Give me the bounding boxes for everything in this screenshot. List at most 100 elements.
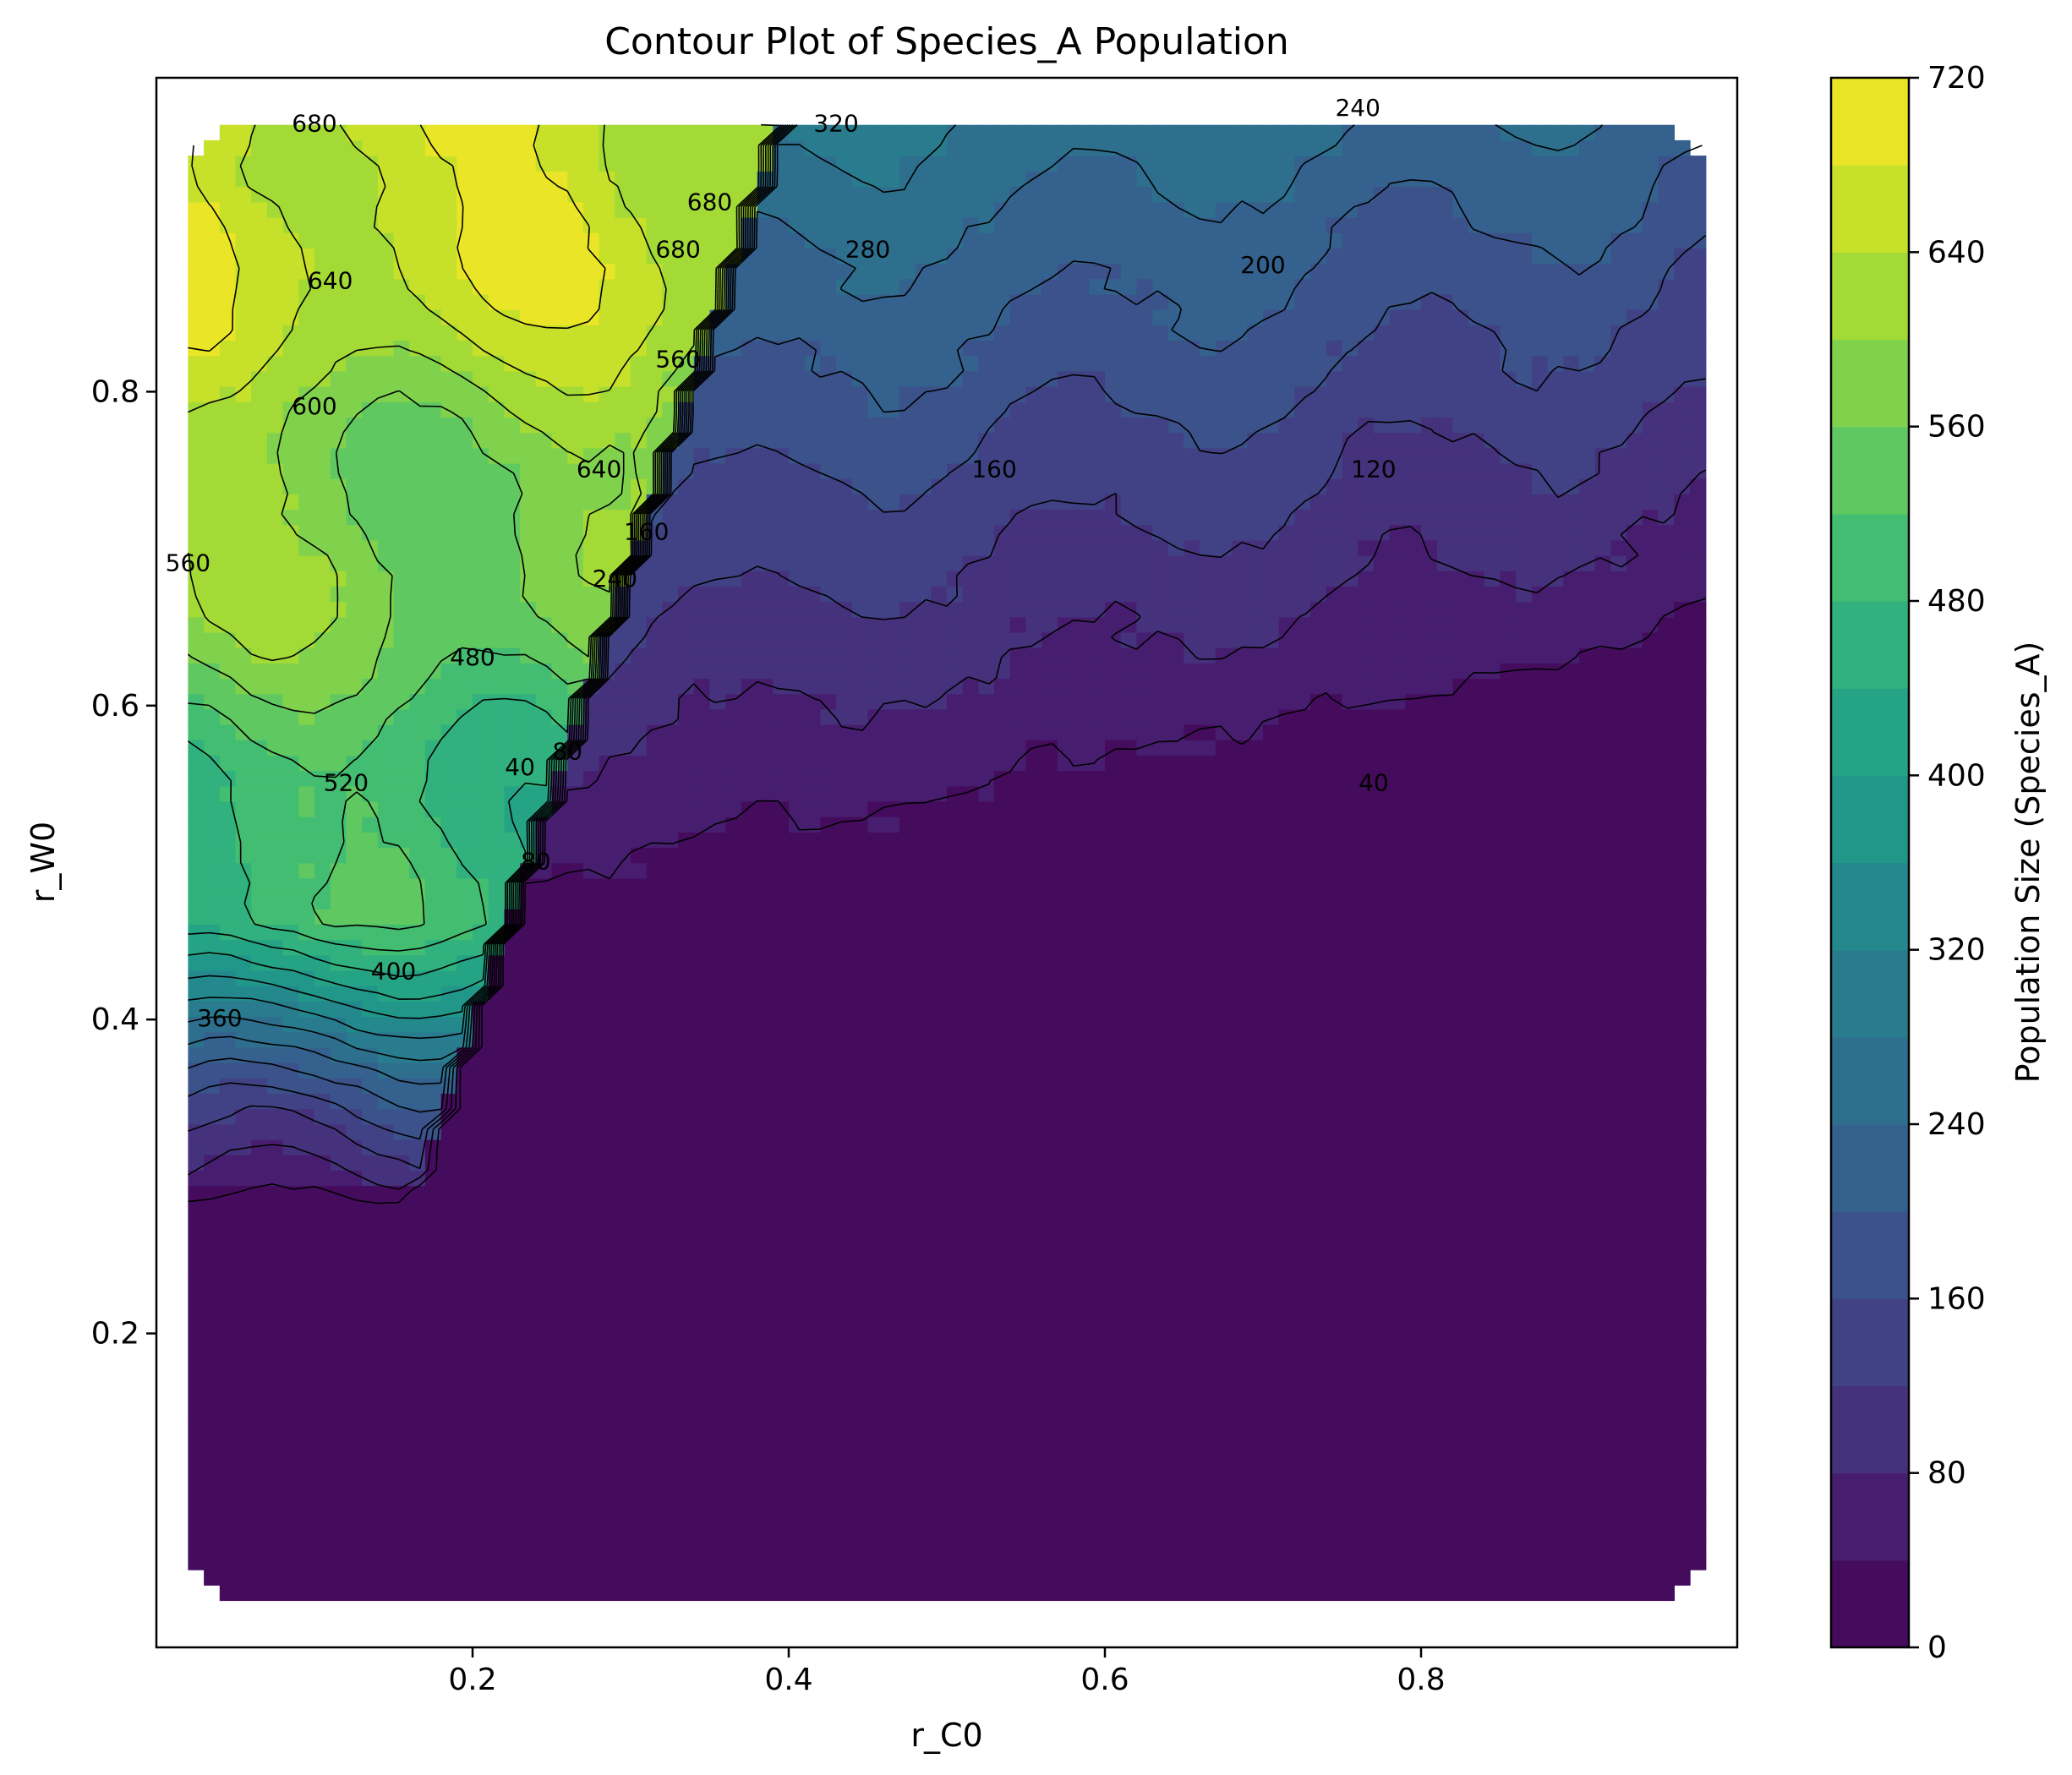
contour-cell xyxy=(362,647,379,664)
contour-cell xyxy=(899,1154,916,1171)
contour-cell xyxy=(646,1108,664,1125)
contour-cell xyxy=(362,432,379,449)
contour-cell xyxy=(899,1446,916,1463)
contour-cell xyxy=(266,663,284,680)
contour-cell xyxy=(282,862,300,879)
contour-cell xyxy=(188,1093,205,1110)
contour-cell xyxy=(456,1554,473,1570)
contour-cell xyxy=(282,263,300,280)
contour-cell xyxy=(978,1508,995,1525)
contour-cell xyxy=(615,1139,631,1155)
contour-cell xyxy=(409,724,426,740)
contour-cell xyxy=(931,1231,948,1248)
contour-cell xyxy=(962,862,980,879)
contour-cell xyxy=(962,708,980,725)
contour-cell xyxy=(204,370,221,387)
contour-cell xyxy=(662,1031,679,1048)
contour-cell xyxy=(883,1585,900,1602)
contour-cell xyxy=(693,1538,711,1555)
contour-cell xyxy=(915,1154,932,1171)
contour-cell xyxy=(678,647,695,664)
contour-cell xyxy=(314,1323,331,1340)
contour-cell xyxy=(266,1461,284,1478)
contour-cell xyxy=(282,447,300,464)
contour-cell xyxy=(298,877,315,894)
contour-cell xyxy=(962,263,980,280)
contour-cell xyxy=(330,985,347,1002)
contour-cell xyxy=(994,1062,1011,1079)
contour-cell xyxy=(789,1016,806,1033)
contour-cell xyxy=(219,1247,237,1264)
contour-cell xyxy=(709,554,726,571)
contour-cell xyxy=(915,1554,932,1570)
contour-cell xyxy=(204,494,221,511)
contour-cell xyxy=(440,663,458,680)
contour-cell xyxy=(836,1185,853,1202)
contour-cell xyxy=(789,1108,806,1125)
contour-cell xyxy=(662,309,679,325)
contour-cell xyxy=(693,924,711,941)
contour-cell xyxy=(314,939,331,956)
contour-cell xyxy=(851,924,869,941)
contour-cell xyxy=(535,601,553,618)
contour-cell xyxy=(535,1031,553,1048)
contour-cell xyxy=(282,1339,300,1356)
contour-cell xyxy=(520,985,537,1002)
contour-cell xyxy=(377,1200,395,1217)
contour-cell xyxy=(520,1523,537,1540)
contour-cell xyxy=(235,278,252,295)
contour-cell xyxy=(330,755,347,772)
contour-cell xyxy=(298,417,315,434)
contour-cell xyxy=(851,1308,869,1324)
contour-cell xyxy=(615,139,631,156)
contour-cell xyxy=(520,494,537,511)
contour-cell xyxy=(615,1461,631,1478)
contour-cell xyxy=(693,1477,711,1494)
contour-cell xyxy=(947,847,964,864)
contour-cell xyxy=(219,1292,237,1309)
contour-cell xyxy=(298,724,315,740)
contour-cell xyxy=(266,263,284,280)
contour-cell xyxy=(646,740,664,756)
contour-cell xyxy=(646,1231,664,1248)
contour-cell xyxy=(377,1093,395,1110)
contour-cell xyxy=(773,678,790,695)
contour-cell xyxy=(693,278,711,295)
contour-cell xyxy=(631,678,648,695)
contour-cell xyxy=(488,909,506,926)
contour-cell xyxy=(582,355,600,372)
contour-cell xyxy=(836,1016,853,1033)
contour-cell xyxy=(219,678,237,695)
contour-cell xyxy=(615,954,631,971)
contour-cell xyxy=(851,939,869,956)
contour-cell xyxy=(867,601,884,618)
contour-cell xyxy=(615,1508,631,1525)
contour-cell xyxy=(804,325,822,341)
contour-cell xyxy=(646,1400,664,1417)
contour-cell xyxy=(646,401,664,418)
contour-cell xyxy=(915,1446,932,1463)
contour-cell xyxy=(789,862,806,879)
contour-cell xyxy=(409,124,426,141)
contour-cell xyxy=(266,1139,284,1155)
contour-cell xyxy=(867,509,884,526)
contour-cell xyxy=(535,1354,553,1371)
contour-cell xyxy=(377,663,395,680)
contour-cell xyxy=(631,954,648,971)
contour-cell xyxy=(330,1170,347,1187)
contour-cell xyxy=(488,1585,506,1602)
contour-cell xyxy=(741,1139,758,1155)
contour-cell xyxy=(204,816,221,833)
contour-cell xyxy=(599,1001,616,1018)
contour-cell xyxy=(535,494,553,511)
contour-cell xyxy=(219,755,237,772)
contour-cell xyxy=(820,832,837,849)
contour-cell xyxy=(631,248,648,265)
contour-cell xyxy=(504,954,521,971)
contour-cell xyxy=(219,1339,237,1356)
contour-cell xyxy=(582,1354,600,1371)
contour-cell xyxy=(488,232,506,248)
contour-cell xyxy=(314,862,331,879)
contour-cell xyxy=(883,1123,900,1140)
contour-cell xyxy=(773,509,790,526)
